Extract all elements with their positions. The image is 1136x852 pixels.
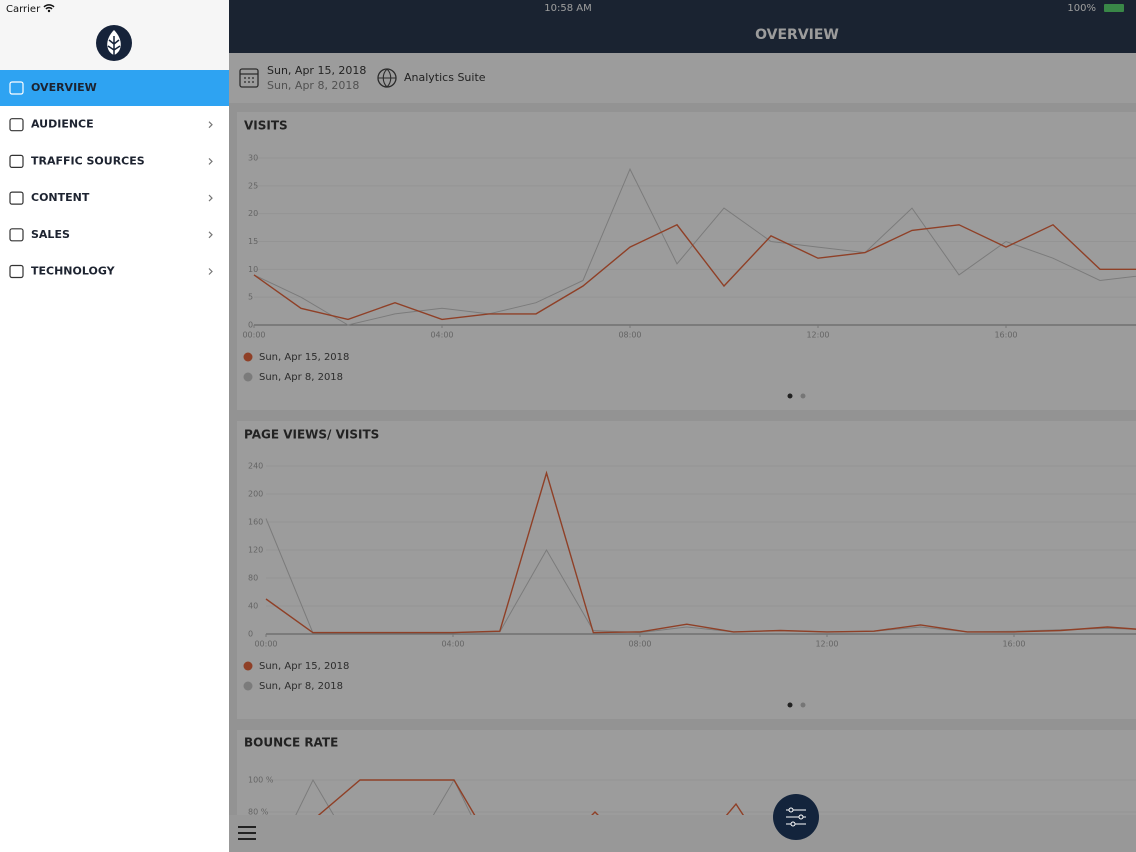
legend-label: Sun, Apr 8, 2018 — [259, 372, 343, 383]
nav-icon — [9, 118, 24, 132]
card — [237, 112, 1136, 410]
nav-label: SALES — [31, 228, 70, 241]
x-tick-label: 08:00 — [618, 331, 641, 340]
charts: VISITS 0 5 10 15 20 25 30 00:00 04:00 08:00 12:00 16… — [242, 119, 1136, 817]
nav-icon — [9, 228, 24, 242]
x-tick-label: 12:00 — [806, 331, 829, 340]
y-tick-label: 5 — [248, 293, 253, 302]
series-line — [265, 470, 1136, 634]
status-time: 10:58 AM — [544, 3, 591, 14]
y-tick-label: 100 % — [248, 776, 274, 785]
legend-swatch — [243, 681, 253, 691]
series-line — [253, 223, 1136, 321]
filter-knob — [790, 821, 796, 827]
suite-label: Analytics Suite — [404, 71, 486, 84]
sidebar — [0, 0, 229, 852]
y-tick-label: 40 — [248, 602, 258, 611]
globe-lines — [378, 68, 396, 88]
wifi-dot — [47, 9, 51, 13]
battery-label: 100% — [1067, 3, 1096, 14]
page-title: OVERVIEW — [755, 27, 839, 43]
dim-overlay[interactable] — [229, 0, 1136, 852]
nav-icon — [9, 154, 24, 168]
y-tick-label: 80 — [248, 574, 258, 583]
y-tick-label: 20 — [248, 209, 258, 218]
y-tick-label: 30 — [248, 154, 258, 163]
battery-icon — [1104, 4, 1124, 12]
y-tick-label: 10 — [248, 265, 258, 274]
nav-label: TRAFFIC SOURCES — [31, 154, 145, 167]
x-tick-label: 16:00 — [1002, 640, 1025, 649]
wifi-icon — [43, 4, 55, 10]
series-line — [253, 167, 1136, 326]
nav-label: AUDIENCE — [31, 118, 94, 131]
logo-vein — [107, 36, 121, 55]
chevron — [208, 268, 213, 275]
nav-icon — [9, 81, 24, 95]
y-tick-label: 160 — [248, 518, 263, 527]
x-tick-label: 04:00 — [441, 640, 464, 649]
carrier: Carrier — [6, 4, 41, 15]
menu-button[interactable] — [238, 826, 256, 840]
y-tick-label: 15 — [248, 237, 258, 246]
x-tick-label: 04:00 — [430, 331, 453, 340]
chart-title: BOUNCE RATE — [244, 736, 338, 750]
chart-title: VISITS — [244, 119, 288, 133]
page-dot — [787, 393, 793, 399]
date-previous: Sun, Apr 8, 2018 — [267, 79, 359, 92]
y-tick-label: 240 — [248, 462, 263, 471]
nav-bar — [229, 0, 1136, 53]
legend-label: Sun, Apr 8, 2018 — [259, 681, 343, 692]
x-tick-label: 00:00 — [254, 640, 277, 649]
y-tick-label: 25 — [248, 181, 258, 190]
bottom-bar — [229, 815, 1136, 852]
chevron — [208, 194, 213, 202]
calendar-grid — [240, 73, 258, 83]
filter-knob — [788, 807, 794, 813]
x-tick-label: 08:00 — [628, 640, 651, 649]
date-current: Sun, Apr 15, 2018 — [267, 64, 366, 77]
nav: OVERVIEW AUDIENCE TRAFFIC SOURCES CONTENT SA… — [0, 70, 229, 279]
series-line — [317, 779, 745, 815]
chevron — [208, 157, 213, 165]
page-dot — [787, 702, 793, 708]
x-tick-label: 00:00 — [242, 331, 265, 340]
legend-swatch — [243, 661, 253, 671]
chevron — [208, 231, 213, 239]
legend-label: Sun, Apr 15, 2018 — [259, 352, 349, 363]
x-tick-label: 16:00 — [994, 331, 1017, 340]
legend-swatch — [243, 372, 253, 382]
page-dot — [800, 393, 806, 399]
page-dot — [800, 702, 806, 708]
y-tick-label: 80 % — [248, 808, 269, 817]
y-tick-label: 120 — [248, 546, 263, 555]
legend-swatch — [243, 352, 253, 362]
nav-icon — [9, 264, 24, 279]
y-tick-label: 0 — [248, 630, 253, 639]
filter-knob — [798, 814, 804, 820]
calendar-icon — [239, 68, 259, 88]
x-tick-label: 12:00 — [815, 640, 838, 649]
y-tick-label: 0 — [248, 321, 253, 330]
card — [237, 421, 1136, 719]
chevron — [208, 121, 213, 129]
y-tick-label: 200 — [248, 490, 263, 499]
nav-label: OVERVIEW — [31, 81, 97, 94]
nav-item-active — [0, 70, 229, 106]
nav-label: TECHNOLOGY — [31, 265, 116, 278]
nav-icon — [9, 191, 24, 205]
chart-title: PAGE VIEWS/ VISITS — [244, 428, 379, 442]
nav-label: CONTENT — [31, 191, 90, 204]
legend-label: Sun, Apr 15, 2018 — [259, 661, 349, 672]
